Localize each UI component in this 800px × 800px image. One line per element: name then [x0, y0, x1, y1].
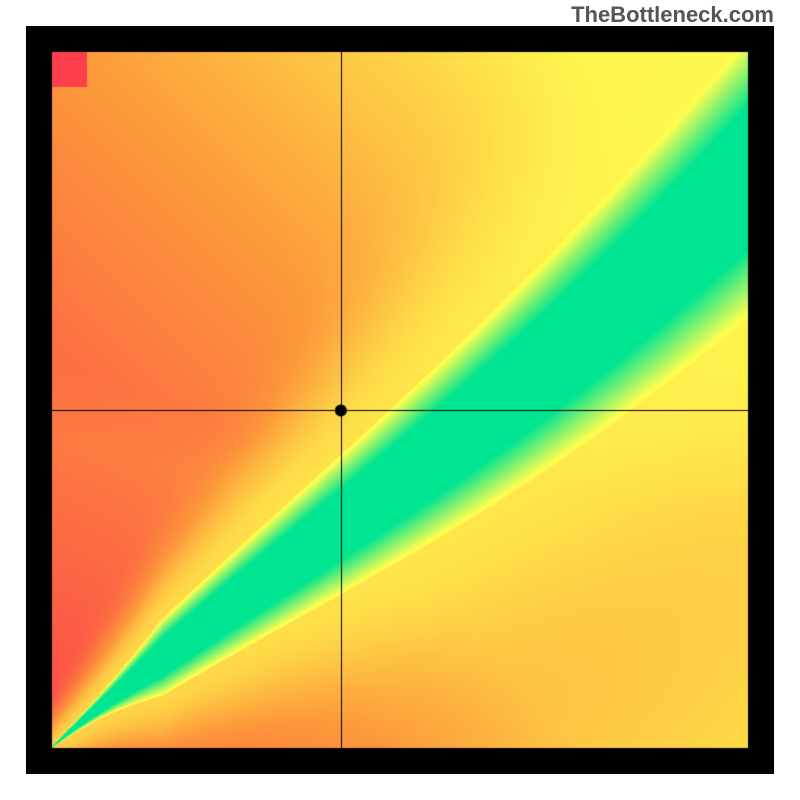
watermark-text: TheBottleneck.com	[571, 2, 774, 28]
heatmap-canvas	[26, 26, 774, 774]
chart-container	[26, 26, 774, 774]
